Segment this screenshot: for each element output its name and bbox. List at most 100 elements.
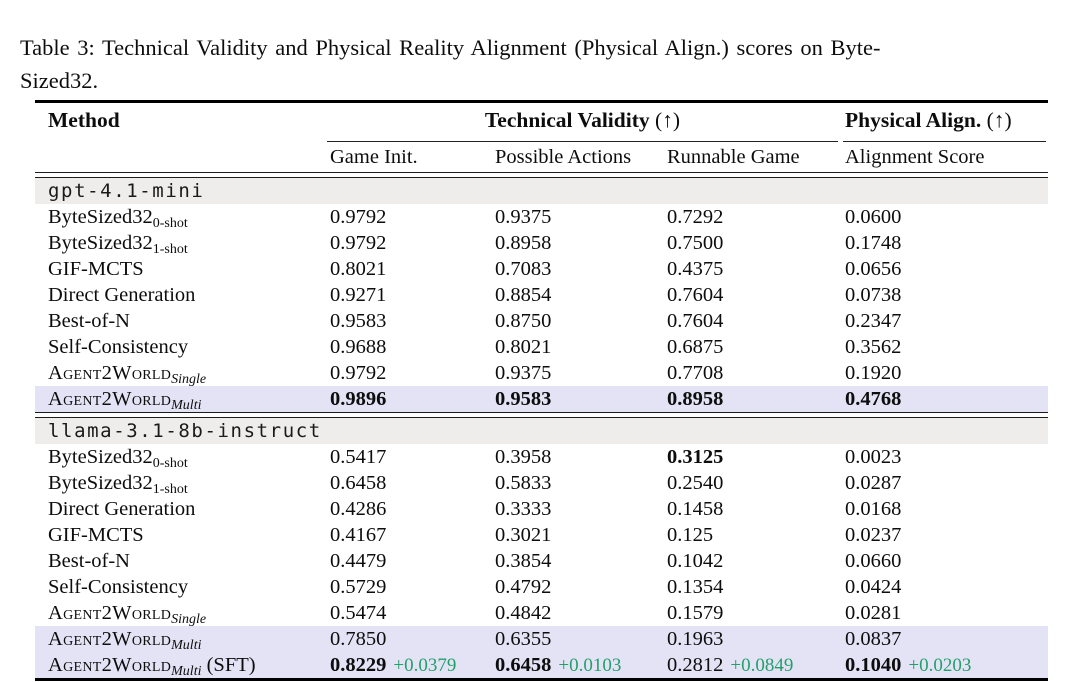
table-row: Best-of-N 0.9583 0.8750 0.7604 0.2347 <box>35 308 1048 334</box>
score-cell: 0.7604 <box>667 310 724 332</box>
score-cell: 0.1354 <box>667 576 724 598</box>
table-row: ByteSized320-shot 0.5417 0.3958 0.3125 0… <box>35 444 1048 471</box>
method-name: Direct Generation <box>48 498 196 520</box>
caption-line-1: Table 3: Technical Validity and Physical… <box>20 34 881 60</box>
section-separator-rule <box>35 412 1048 418</box>
score-delta: +0.0849 <box>730 655 794 676</box>
score-cell: 0.9583 <box>330 310 387 332</box>
method-cell: Agent2WorldMulti (SFT) <box>35 652 325 682</box>
physical-align-group-header: Physical Align. (↑) <box>840 103 1048 138</box>
score-cell: 0.4167 <box>330 524 387 546</box>
model-group-row-llama: llama-3.1-8b-instruct <box>35 418 1048 444</box>
method-cell: Agent2WorldSingle <box>35 360 325 393</box>
col-header-game-init: Game Init. <box>330 146 418 168</box>
model-name: llama-3.1-8b-instruct <box>48 420 322 442</box>
method-subscript: Single <box>171 612 207 627</box>
score-value: 0.2812 <box>667 654 724 676</box>
score-cell: 0.9583 <box>495 388 552 410</box>
score-cell: 0.3021 <box>495 524 552 546</box>
score-cell: 0.0287 <box>845 472 902 494</box>
table-row: Direct Generation 0.4286 0.3333 0.1458 0… <box>35 496 1048 522</box>
method-cell: Best-of-N <box>35 548 325 574</box>
empty-header-cell <box>35 142 325 172</box>
score-cell: 0.0600 <box>845 206 902 228</box>
score-cell: 0.7604 <box>667 284 724 306</box>
score-cell: 0.2347 <box>845 310 902 332</box>
method-column-header: Method <box>48 108 120 132</box>
table-row: GIF-MCTS 0.8021 0.7083 0.4375 0.0656 <box>35 256 1048 282</box>
score-cell: 0.1458 <box>667 498 724 520</box>
method-name: Self-Consistency <box>48 576 189 598</box>
score-cell: 0.5417 <box>330 446 387 468</box>
score-cell: 0.1042 <box>667 550 724 572</box>
method-cell: Self-Consistency <box>35 334 325 360</box>
model-name: gpt-4.1-mini <box>48 180 205 202</box>
score-value: 0.1040 <box>845 654 902 676</box>
score-cell: 0.0660 <box>845 550 902 572</box>
method-name: Agent2World <box>48 362 172 384</box>
score-cell: 0.4375 <box>667 258 724 280</box>
score-cell: 0.9896 <box>330 388 387 410</box>
method-subscript: 1-shot <box>152 242 188 257</box>
score-cell: 0.7292 <box>667 206 724 228</box>
table-row: Agent2WorldSingle 0.5474 0.4842 0.1579 0… <box>35 600 1048 627</box>
col-header-possible-actions: Possible Actions <box>495 146 632 168</box>
score-cell: 0.1963 <box>667 628 724 650</box>
score-cell: 0.9792 <box>330 362 387 384</box>
method-name: Agent2World <box>48 628 172 650</box>
score-cell: 0.9792 <box>330 232 387 254</box>
table-row-highlighted: Agent2WorldMulti 0.7850 0.6355 0.1963 0.… <box>35 626 1048 653</box>
score-cell: 0.0738 <box>845 284 902 306</box>
results-table: Method Technical Validity (↑) Physical A… <box>35 100 1048 681</box>
table-caption: Table 3: Technical Validity and Physical… <box>20 31 1070 97</box>
score-cell: 0.5833 <box>495 472 552 494</box>
score-cell: 0.9375 <box>495 362 552 384</box>
table-row: ByteSized320-shot 0.9792 0.9375 0.7292 0… <box>35 204 1048 231</box>
method-name: Direct Generation <box>48 284 196 306</box>
caption-line-2: Sized32. <box>20 67 99 93</box>
method-subscript: 0-shot <box>152 456 188 471</box>
method-name: Best-of-N <box>48 310 130 332</box>
score-cell: 0.8854 <box>495 284 552 306</box>
score-cell: 0.6458 +0.0103 <box>490 652 662 682</box>
up-arrow-icon: (↑) <box>654 108 681 132</box>
method-cell: Agent2WorldMulti <box>35 386 325 419</box>
method-name: ByteSized32 <box>48 472 153 494</box>
score-cell: 0.4792 <box>495 576 552 598</box>
score-cell: 0.9271 <box>330 284 387 306</box>
table-row: GIF-MCTS 0.4167 0.3021 0.125 0.0237 <box>35 522 1048 548</box>
score-cell: 0.8021 <box>495 336 552 358</box>
method-name: Best-of-N <box>48 550 130 572</box>
method-name: ByteSized32 <box>48 446 153 468</box>
method-cell: Best-of-N <box>35 308 325 334</box>
score-cell: 0.9375 <box>495 206 552 228</box>
score-delta: +0.0379 <box>393 655 457 676</box>
score-cell: 0.6355 <box>495 628 552 650</box>
header-body-rule <box>35 172 1048 178</box>
method-cell: Agent2WorldMulti <box>35 626 325 659</box>
score-cell: 0.8021 <box>330 258 387 280</box>
physical-align-rule <box>843 138 1046 142</box>
table-row: Self-Consistency 0.9688 0.8021 0.6875 0.… <box>35 334 1048 360</box>
technical-validity-label: Technical Validity <box>484 108 650 132</box>
table-bottom-rule <box>35 678 1048 681</box>
table-row: ByteSized321-shot 0.6458 0.5833 0.2540 0… <box>35 470 1048 497</box>
score-cell: 0.0023 <box>845 446 902 468</box>
score-cell: 0.125 <box>667 524 714 546</box>
score-cell: 0.0656 <box>845 258 902 280</box>
technical-validity-group-header: Technical Validity (↑) <box>325 103 840 138</box>
score-cell: 0.0281 <box>845 602 902 624</box>
score-value: 0.6458 <box>495 654 552 676</box>
method-name: GIF-MCTS <box>48 524 144 546</box>
score-cell: 0.1920 <box>845 362 902 384</box>
table-row: Direct Generation 0.9271 0.8854 0.7604 0… <box>35 282 1048 308</box>
table-row: ByteSized321-shot 0.9792 0.8958 0.7500 0… <box>35 230 1048 257</box>
method-cell: ByteSized321-shot <box>35 470 325 503</box>
score-cell: 0.6875 <box>667 336 724 358</box>
score-cell: 0.6458 <box>330 472 387 494</box>
score-cell: 0.9688 <box>330 336 387 358</box>
score-cell: 0.7500 <box>667 232 724 254</box>
method-subscript: 1-shot <box>152 482 188 497</box>
score-value: 0.8229 <box>330 654 387 676</box>
